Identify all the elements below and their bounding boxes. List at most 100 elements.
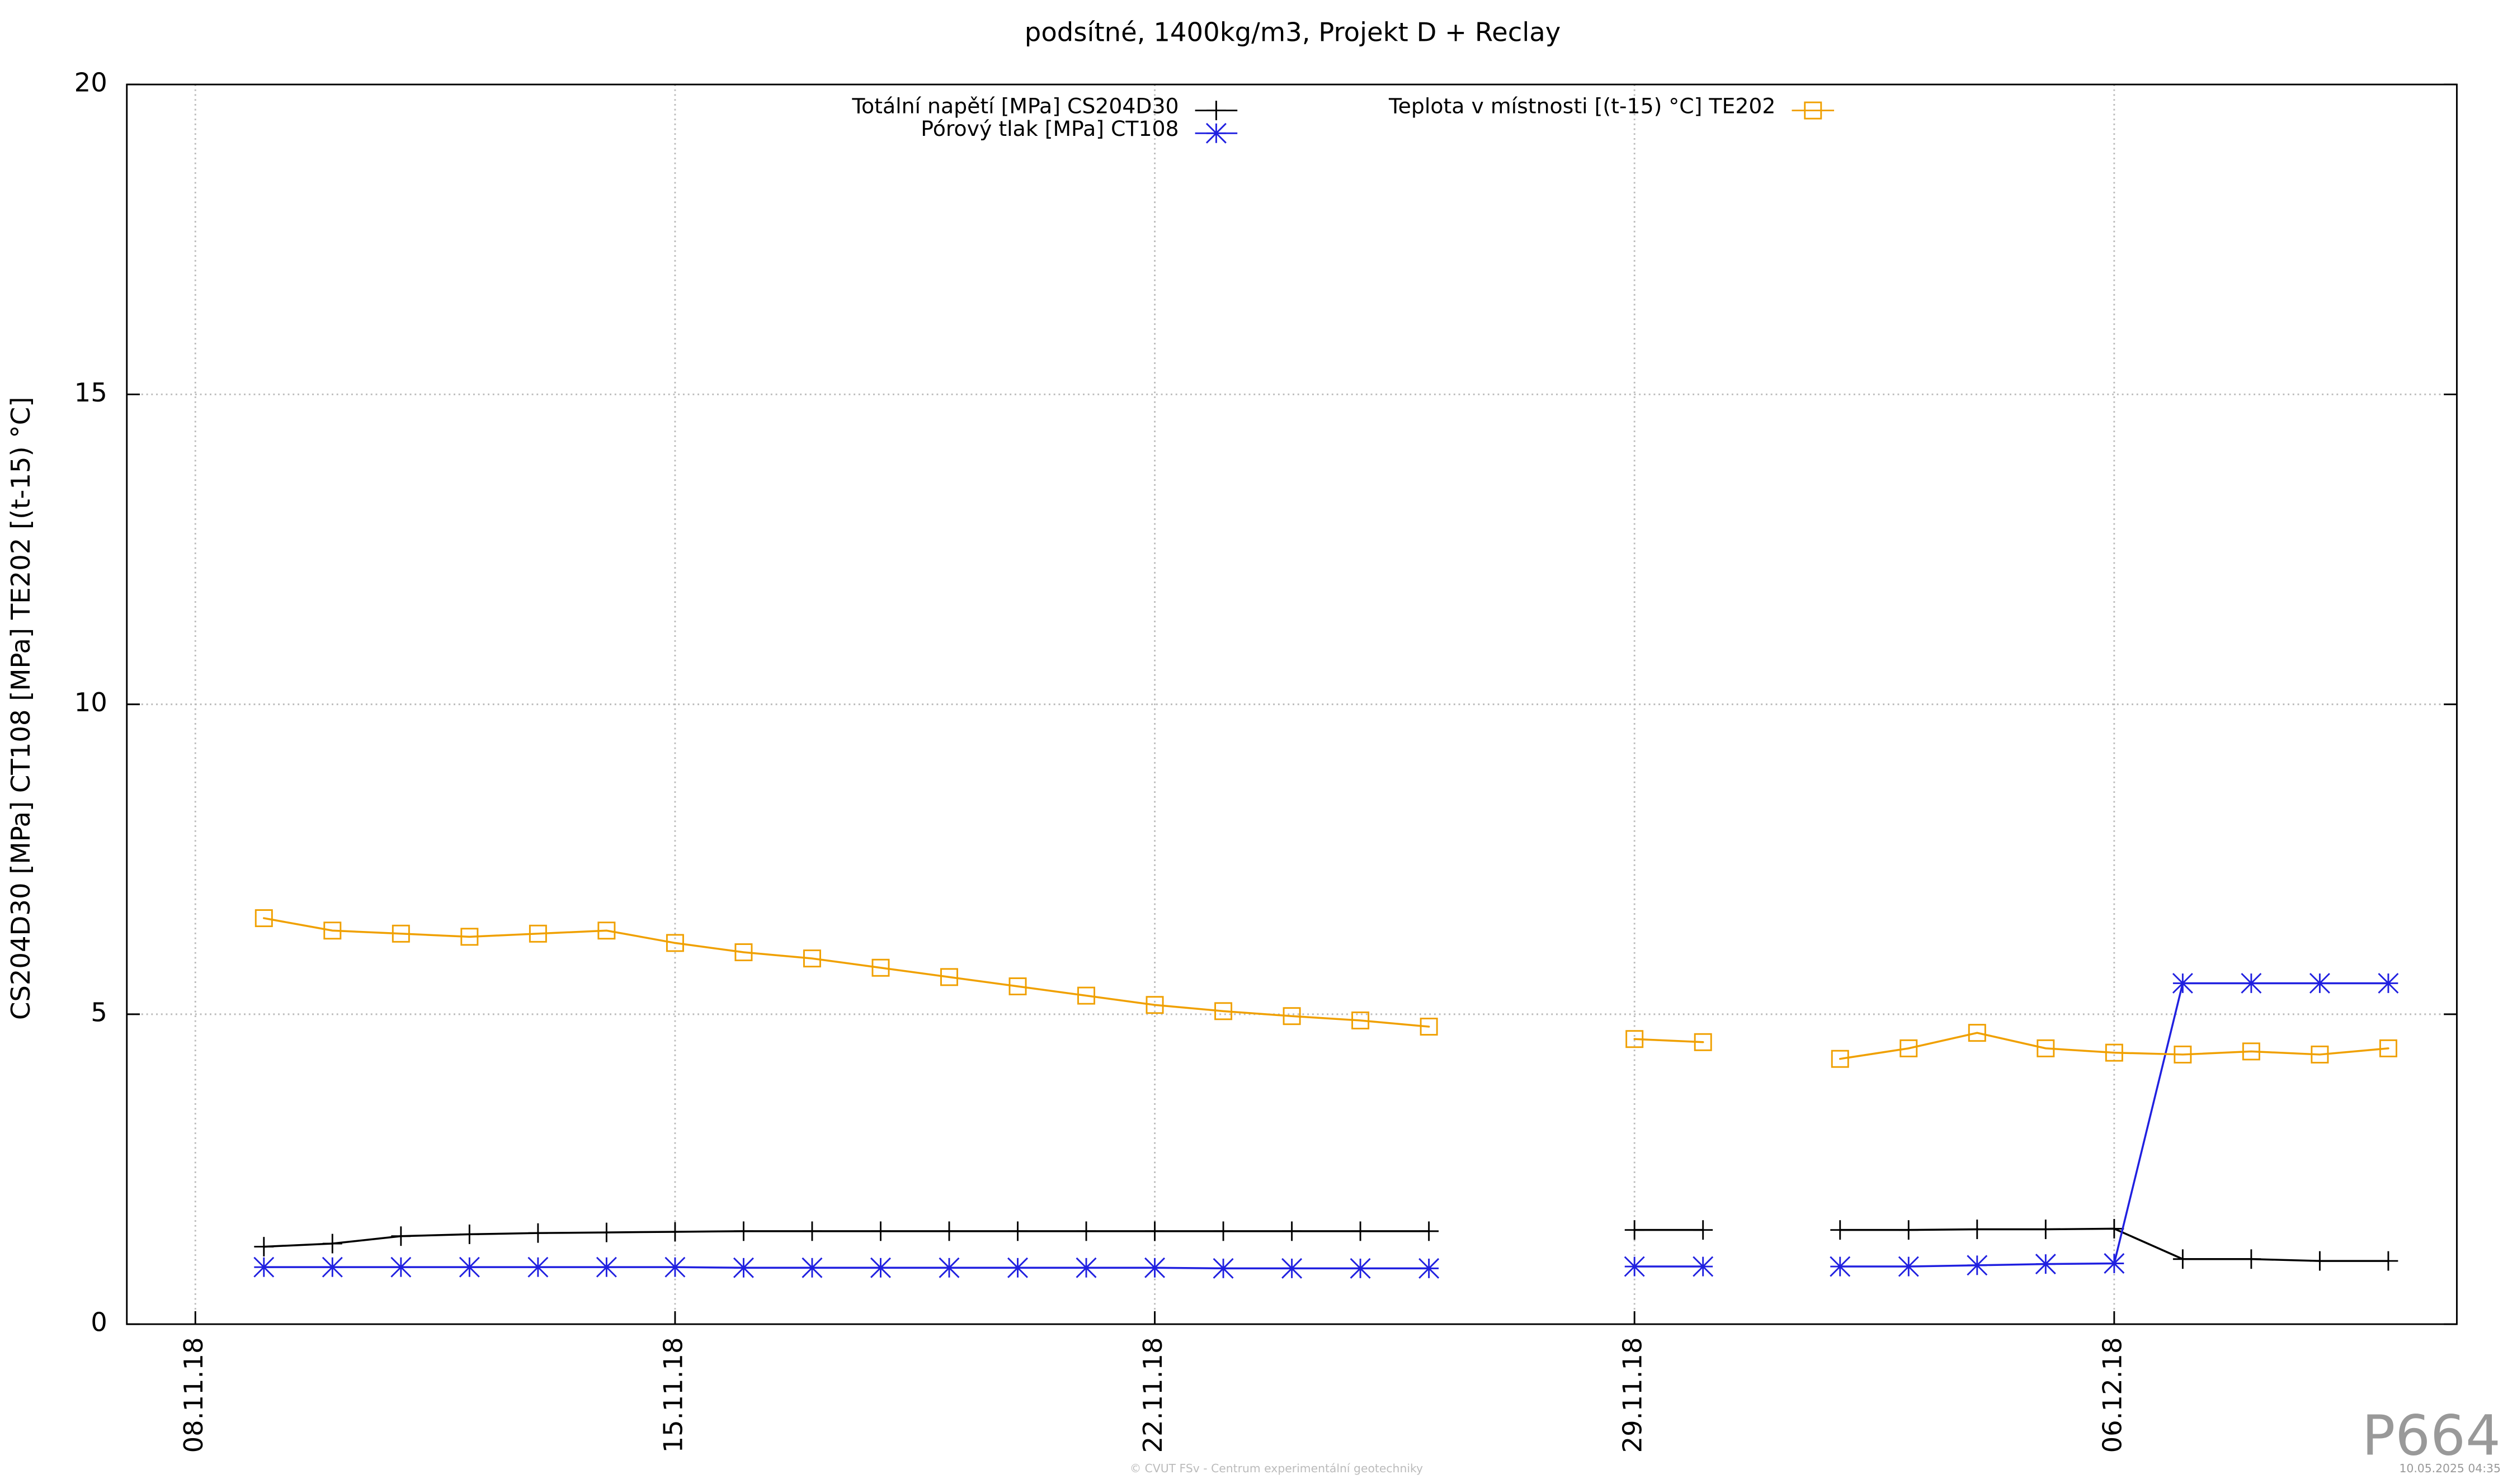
marker <box>1146 996 1164 1014</box>
x-tick-label: 29.11.18 <box>1618 1337 1648 1453</box>
marker <box>528 1223 548 1243</box>
marker <box>1830 1220 1850 1240</box>
marker <box>1350 1258 1371 1279</box>
marker <box>254 909 273 928</box>
marker <box>1144 1257 1166 1278</box>
marker <box>392 924 410 943</box>
marker <box>2035 1254 2056 1275</box>
marker <box>1419 1221 1439 1241</box>
x-tick-label: 22.11.18 <box>1138 1337 1168 1453</box>
chart-title: podsítné, 1400kg/m3, Projekt D + Reclay <box>1025 17 1561 48</box>
y-axis-label: CS204D30 [MPa] CT108 [MPa] TE202 [(t-15)… <box>6 397 36 1020</box>
marker <box>254 1237 274 1257</box>
series-line <box>263 1230 1430 1248</box>
x-tick-label: 15.11.18 <box>658 1337 688 1453</box>
marker <box>733 1257 754 1278</box>
marker <box>1008 1221 1027 1241</box>
marker <box>1968 1024 1986 1042</box>
marker <box>2104 1218 2124 1239</box>
marker <box>940 968 958 986</box>
marker <box>1213 1221 1233 1241</box>
y-tick-label: 20 <box>74 68 107 98</box>
marker <box>2104 1253 2125 1274</box>
marker <box>665 1222 685 1242</box>
marker <box>459 1224 479 1244</box>
marker <box>1899 1039 1918 1057</box>
marker <box>2309 972 2330 994</box>
marker <box>871 958 890 977</box>
marker <box>596 1222 616 1242</box>
y-tick-label: 10 <box>74 687 107 717</box>
marker <box>803 949 821 968</box>
marker <box>2378 1251 2398 1271</box>
x-tick-label: 08.11.18 <box>178 1337 209 1453</box>
y-tick-label: 0 <box>91 1307 107 1338</box>
marker <box>1351 1011 1370 1029</box>
marker <box>1967 1220 1987 1239</box>
marker <box>1624 1256 1645 1277</box>
marker <box>734 943 753 962</box>
marker <box>253 1256 275 1278</box>
marker <box>666 934 684 952</box>
marker <box>1008 977 1027 995</box>
marker <box>1206 101 1226 121</box>
series-line <box>1633 1038 1704 1043</box>
marker <box>2378 972 2399 994</box>
marker <box>2242 1042 2260 1061</box>
marker <box>1145 1221 1165 1241</box>
series-line <box>1839 1032 2389 1060</box>
marker <box>1007 1257 1028 1278</box>
legend-label: Totální napětí [MPa] CS204D30 <box>851 93 1179 118</box>
legend-label: Pórový tlak [MPa] CT108 <box>921 116 1179 141</box>
marker <box>1831 1050 1849 1068</box>
marker <box>939 1257 960 1278</box>
marker <box>1420 1018 1438 1036</box>
marker <box>870 1257 891 1278</box>
marker <box>322 1256 343 1278</box>
marker <box>2174 1045 2192 1064</box>
marker <box>1625 1030 1644 1048</box>
marker <box>1693 1256 1714 1277</box>
marker <box>1282 1221 1302 1241</box>
marker <box>2035 1220 2056 1239</box>
marker <box>2379 1039 2397 1057</box>
marker <box>1624 1220 1644 1240</box>
series-line <box>263 1266 1430 1270</box>
marker <box>802 1257 823 1278</box>
marker <box>733 1221 753 1241</box>
legend-label: Teplota v místnosti [(t-15) °C] TE202 <box>1388 93 1775 118</box>
marker <box>2311 1045 2329 1064</box>
marker <box>2172 1249 2193 1269</box>
marker <box>1830 1256 1851 1277</box>
marker <box>596 1256 617 1278</box>
marker <box>1350 1221 1370 1241</box>
timestamp: 10.05.2025 04:35 <box>2399 1462 2500 1475</box>
plot-frame <box>126 83 2458 1325</box>
marker <box>597 921 616 940</box>
marker <box>459 1256 480 1278</box>
marker <box>1418 1258 1440 1279</box>
marker <box>529 924 547 943</box>
y-tick-label: 5 <box>91 997 107 1027</box>
marker <box>1898 1256 1919 1277</box>
marker <box>802 1221 822 1241</box>
x-tick-label: 06.12.18 <box>2097 1337 2127 1453</box>
marker <box>323 921 342 940</box>
marker <box>322 1233 342 1254</box>
marker <box>1693 1220 1713 1240</box>
marker <box>1214 1002 1233 1020</box>
marker <box>2241 972 2262 994</box>
marker <box>2037 1039 2055 1057</box>
marker <box>1283 1007 1301 1025</box>
series-line <box>263 917 1430 1028</box>
marker <box>2172 972 2193 994</box>
marker <box>390 1256 412 1278</box>
marker <box>460 928 479 946</box>
marker <box>1076 1257 1097 1278</box>
marker <box>664 1256 686 1278</box>
marker <box>2241 1249 2261 1269</box>
marker <box>1281 1258 1303 1279</box>
